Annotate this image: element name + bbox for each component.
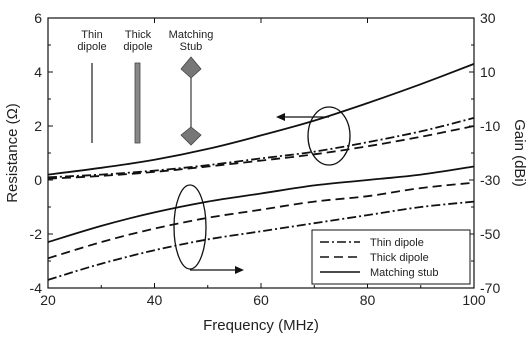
x-tick-label: 20 [40,292,56,308]
gain-thin-dipole-line [47,200,475,281]
y-right-tick-label: -70 [480,280,500,296]
inset-label: Stub [180,41,203,53]
resistance-thick-dipole-line [47,125,475,180]
inset-label: Thin [81,29,102,41]
y-left-tick-label: 6 [34,10,42,26]
y-right-tick-label: 10 [480,64,496,80]
resistance-thin-dipole-line [47,117,475,179]
legend-label: Thin dipole [370,237,424,249]
left-axis-arrowhead [276,113,285,121]
y-left-tick-label: -4 [30,280,43,296]
x-tick-label: 80 [360,292,376,308]
legend-label: Thick dipole [370,252,429,264]
y-right-tick-label: -50 [480,226,500,242]
x-tick-label: 60 [253,292,269,308]
y-right-axis-title: Gain (dBi) [511,119,528,187]
gain-group-ellipse [173,184,207,270]
resistance-group-ellipse [307,106,351,166]
y-left-tick-label: 4 [34,64,42,80]
inset-label: dipole [77,41,106,53]
matching-stub-top-cone [180,56,202,79]
gain-thick-dipole-line [47,181,475,260]
gain-matching-stub-line [47,165,475,243]
y-left-tick-label: -2 [30,226,43,242]
x-tick-label: 100 [462,292,486,308]
y-right-tick-label: -10 [480,118,500,134]
y-left-tick-label: 2 [34,118,42,134]
inset-label: dipole [123,41,152,53]
y-left-axis-title: Resistance (Ω) [4,103,21,203]
resistance-matching-stub-line [47,63,475,176]
inset-label: Thick [125,29,152,41]
matching-stub-bottom-cone [180,126,202,146]
y-left-tick-label: 0 [34,172,42,188]
thick-dipole-drawing [134,62,141,144]
y-right-tick-label: -30 [480,172,500,188]
right-axis-arrowhead [235,266,244,274]
x-tick-label: 40 [147,292,163,308]
legend-label: Matching stub [370,267,438,279]
y-right-tick-label: 30 [480,10,496,26]
x-axis-title: Frequency (MHz) [203,317,319,334]
inset-label: Matching [169,29,214,41]
